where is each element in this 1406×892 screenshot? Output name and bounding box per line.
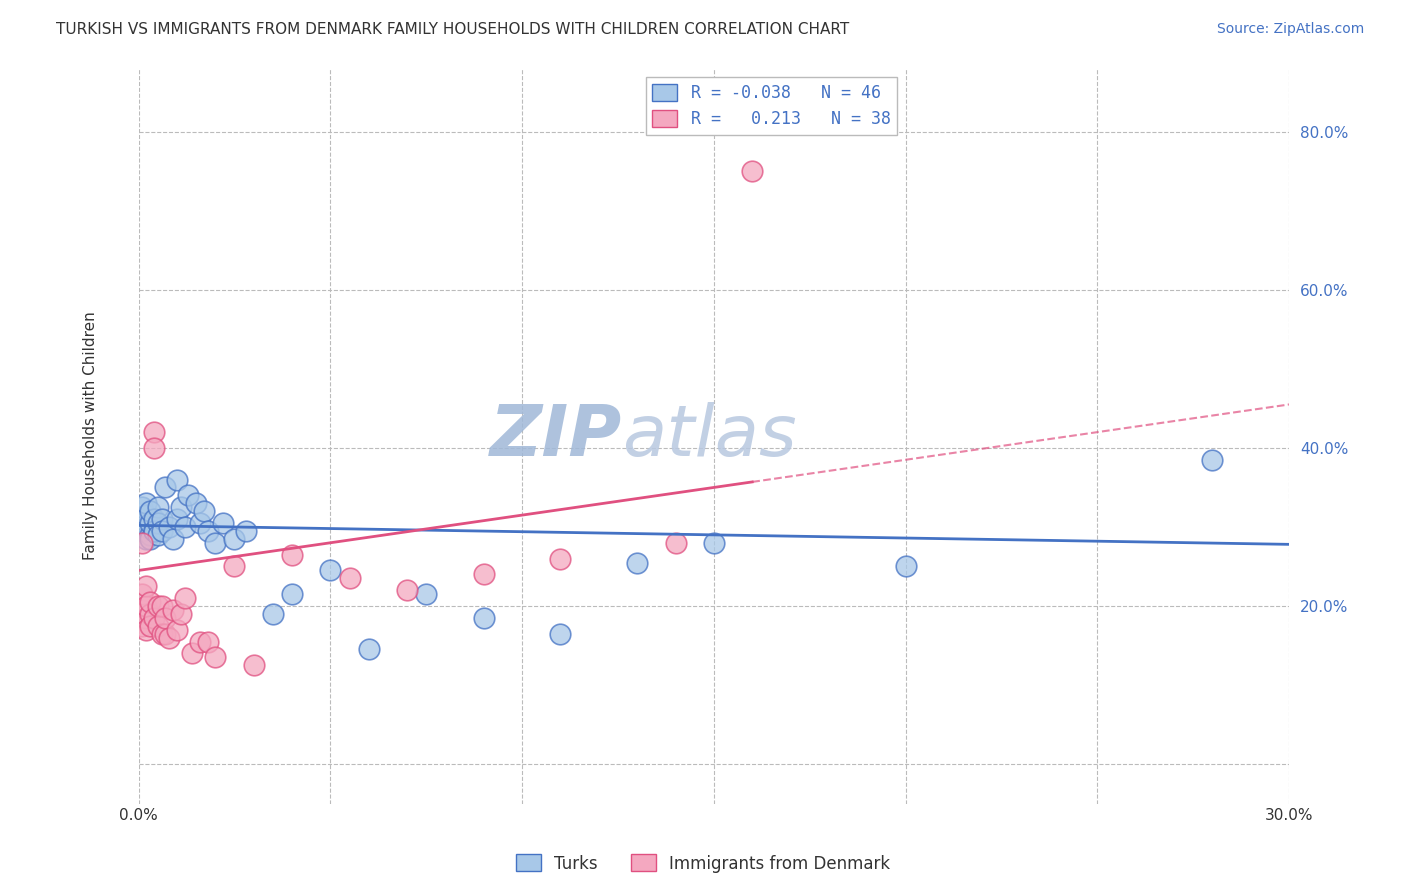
Point xyxy=(135,496,157,510)
Point xyxy=(135,611,157,625)
Point xyxy=(184,496,207,510)
Point xyxy=(135,532,157,546)
Point xyxy=(188,634,211,648)
Point xyxy=(150,512,173,526)
Point xyxy=(146,528,169,542)
Point xyxy=(139,516,162,530)
Point xyxy=(162,603,184,617)
Point xyxy=(472,567,495,582)
Legend: Turks, Immigrants from Denmark: Turks, Immigrants from Denmark xyxy=(509,847,897,880)
Point xyxy=(173,520,195,534)
Point xyxy=(139,504,162,518)
Point xyxy=(319,564,342,578)
Point xyxy=(142,512,165,526)
Point xyxy=(139,532,162,546)
Point xyxy=(162,532,184,546)
Point xyxy=(135,599,157,613)
Point xyxy=(139,607,162,621)
Point xyxy=(242,658,264,673)
Point xyxy=(177,488,200,502)
Point xyxy=(131,500,153,515)
Point xyxy=(146,500,169,515)
Point xyxy=(173,591,195,606)
Point xyxy=(550,551,572,566)
Point xyxy=(281,587,304,601)
Point xyxy=(166,623,188,637)
Point xyxy=(142,425,165,439)
Point xyxy=(131,603,153,617)
Point xyxy=(550,626,572,640)
Text: TURKISH VS IMMIGRANTS FROM DENMARK FAMILY HOUSEHOLDS WITH CHILDREN CORRELATION C: TURKISH VS IMMIGRANTS FROM DENMARK FAMIL… xyxy=(56,22,849,37)
Point xyxy=(146,599,169,613)
Point xyxy=(894,559,917,574)
Point xyxy=(204,535,226,549)
Point xyxy=(197,524,219,538)
Point xyxy=(150,524,173,538)
Point xyxy=(197,634,219,648)
Point xyxy=(135,520,157,534)
Point xyxy=(204,650,226,665)
Point xyxy=(664,535,686,549)
Point xyxy=(139,528,162,542)
Point xyxy=(166,512,188,526)
Point xyxy=(1201,452,1223,467)
Point xyxy=(131,535,153,549)
Point xyxy=(131,512,153,526)
Point xyxy=(139,595,162,609)
Point xyxy=(131,587,153,601)
Point xyxy=(235,524,257,538)
Point xyxy=(155,480,177,494)
Point xyxy=(212,516,235,530)
Point xyxy=(142,441,165,455)
Point xyxy=(142,524,165,538)
Point xyxy=(155,611,177,625)
Point xyxy=(703,535,725,549)
Point xyxy=(472,611,495,625)
Text: ZIP: ZIP xyxy=(489,401,621,471)
Point xyxy=(166,473,188,487)
Point xyxy=(150,599,173,613)
Point xyxy=(339,571,361,585)
Point xyxy=(188,516,211,530)
Point xyxy=(150,626,173,640)
Point xyxy=(146,619,169,633)
Point xyxy=(262,607,284,621)
Point xyxy=(157,520,180,534)
Text: Source: ZipAtlas.com: Source: ZipAtlas.com xyxy=(1216,22,1364,37)
Point xyxy=(142,611,165,625)
Point xyxy=(193,504,215,518)
Point xyxy=(135,508,157,522)
Point xyxy=(181,647,204,661)
Point xyxy=(224,532,246,546)
Point xyxy=(135,579,157,593)
Point xyxy=(170,500,193,515)
Point xyxy=(139,619,162,633)
Point xyxy=(741,164,763,178)
Point xyxy=(142,524,165,538)
Point xyxy=(135,623,157,637)
Text: Family Households with Children: Family Households with Children xyxy=(83,311,98,560)
Point xyxy=(396,583,419,598)
Point xyxy=(415,587,437,601)
Point xyxy=(131,524,153,538)
Point xyxy=(224,559,246,574)
Point xyxy=(170,607,193,621)
Text: atlas: atlas xyxy=(621,401,796,471)
Point xyxy=(131,619,153,633)
Point xyxy=(155,626,177,640)
Point xyxy=(357,642,380,657)
Point xyxy=(146,516,169,530)
Point xyxy=(157,631,180,645)
Legend: R = -0.038   N = 46, R =   0.213   N = 38: R = -0.038 N = 46, R = 0.213 N = 38 xyxy=(645,77,897,135)
Point xyxy=(281,548,304,562)
Point xyxy=(626,556,648,570)
